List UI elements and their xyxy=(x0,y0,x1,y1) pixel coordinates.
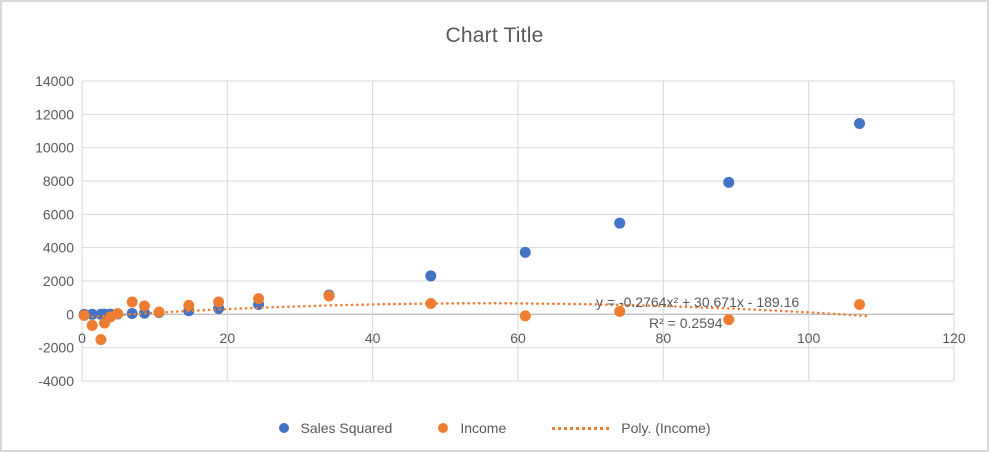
legend-label-poly-income: Poly. (Income) xyxy=(621,420,711,436)
data-point-income[interactable] xyxy=(323,290,335,302)
legend-label-income: Income xyxy=(460,420,507,436)
y-axis-tick-label: 0 xyxy=(66,306,74,322)
legend-item-poly-income[interactable]: Poly. (Income) xyxy=(552,420,710,436)
data-point-income[interactable] xyxy=(112,308,124,320)
sales-squared-marker-icon xyxy=(278,423,289,433)
data-point-sales-squared[interactable] xyxy=(126,308,138,320)
data-point-income[interactable] xyxy=(213,296,225,308)
data-point-income[interactable] xyxy=(86,319,98,331)
data-point-income[interactable] xyxy=(723,314,735,326)
data-point-income[interactable] xyxy=(95,334,107,346)
r-squared-label[interactable]: R² = 0.2594 xyxy=(649,315,723,331)
x-axis-tick-label: 60 xyxy=(510,330,526,346)
income-marker-icon xyxy=(438,423,449,433)
x-axis-tick-label: 80 xyxy=(656,330,672,346)
data-point-sales-squared[interactable] xyxy=(425,270,437,282)
legend-label-sales-squared: Sales Squared xyxy=(300,420,393,436)
y-axis-tick-label: 2000 xyxy=(43,273,74,289)
data-point-income[interactable] xyxy=(519,310,531,322)
x-axis-tick-label: 20 xyxy=(220,330,236,346)
legend-item-sales-squared[interactable]: Sales Squared xyxy=(278,420,393,436)
poly-trendline[interactable] xyxy=(80,302,869,319)
x-axis-tick-label: 100 xyxy=(797,330,821,346)
data-point-sales-squared[interactable] xyxy=(854,118,866,130)
y-axis-tick-label: -4000 xyxy=(38,373,74,389)
data-point-income[interactable] xyxy=(425,298,437,309)
x-axis-tick-label: 40 xyxy=(365,330,381,346)
data-point-income[interactable] xyxy=(854,299,866,310)
legend-item-income[interactable]: Income xyxy=(438,420,506,436)
y-axis-tick-label: 8000 xyxy=(43,173,74,189)
y-axis-tick-label: 12000 xyxy=(35,106,74,122)
chart-legend: Sales Squared Income Poly. (Income) xyxy=(2,420,987,436)
trendline-sample-icon xyxy=(552,426,610,430)
data-point-income[interactable] xyxy=(126,296,138,308)
y-axis-tick-label: 4000 xyxy=(43,240,74,256)
data-point-sales-squared[interactable] xyxy=(86,308,98,320)
x-axis-tick-label: 120 xyxy=(942,330,966,346)
y-axis-tick-label: 6000 xyxy=(43,206,74,222)
y-axis-tick-label: 14000 xyxy=(35,73,74,89)
data-point-income[interactable] xyxy=(183,299,195,311)
data-point-sales-squared[interactable] xyxy=(723,176,735,188)
x-axis-tick-label: 0 xyxy=(78,330,86,346)
data-point-income[interactable] xyxy=(138,300,150,312)
y-axis-tick-label: 10000 xyxy=(35,140,74,156)
data-point-sales-squared[interactable] xyxy=(519,246,531,258)
data-point-income[interactable] xyxy=(614,305,626,317)
y-axis-tick-label: -2000 xyxy=(38,340,74,356)
trendline-equation-label[interactable]: y = -0.2764x² + 30.671x - 189.16 xyxy=(596,294,800,310)
data-point-sales-squared[interactable] xyxy=(614,217,626,229)
chart-title[interactable]: Chart Title xyxy=(445,24,544,47)
data-point-income[interactable] xyxy=(253,293,265,305)
data-point-income[interactable] xyxy=(153,306,165,318)
data-point-income[interactable] xyxy=(78,309,90,321)
